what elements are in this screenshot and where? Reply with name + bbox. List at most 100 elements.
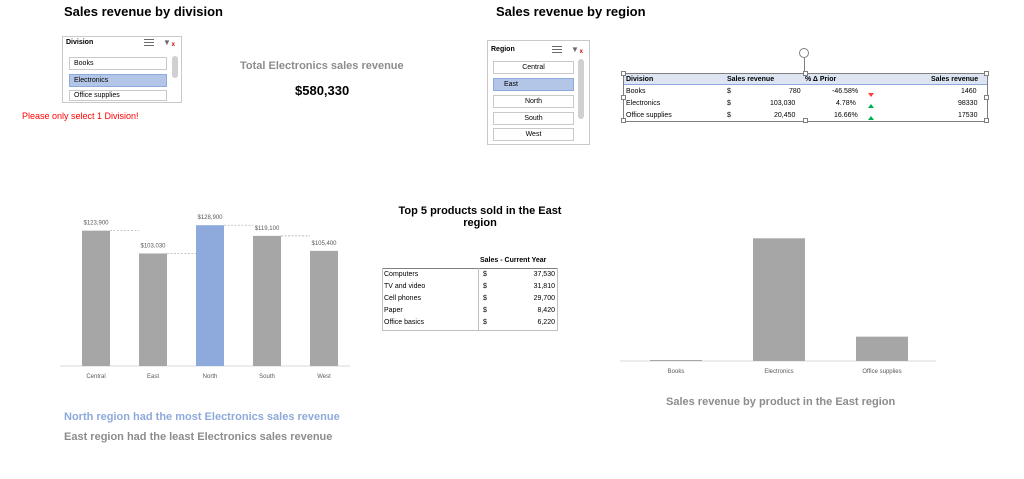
table-cell-division: Electronics xyxy=(626,100,661,107)
table-cell-revenue2: 1460 xyxy=(961,88,977,95)
bar-books xyxy=(650,360,702,361)
kpi-value: $580,330 xyxy=(295,83,350,98)
table-cell-revenue: 103,030 xyxy=(770,100,796,107)
top5-currency: $ xyxy=(483,295,487,302)
table-row: Computers $ 37,530 xyxy=(382,270,558,279)
top5-currency: $ xyxy=(483,283,487,290)
insight-most: North region had the most Electronics sa… xyxy=(64,411,340,423)
bar-south xyxy=(253,235,281,366)
top5-table[interactable]: Sales - Current Year Computers $ 37,530 … xyxy=(382,257,558,331)
table-cell-revenue: 780 xyxy=(789,88,801,95)
category-label: Central xyxy=(86,374,105,380)
table-cell-division: Office supplies xyxy=(626,112,672,119)
multi-select-icon[interactable] xyxy=(144,38,154,47)
resize-handle[interactable] xyxy=(984,118,989,123)
bar-central xyxy=(82,230,110,366)
table-cell-division: Books xyxy=(626,88,646,95)
resize-handle[interactable] xyxy=(621,118,626,123)
data-label: $123,900 xyxy=(83,221,109,227)
division-slicer-header: Division xyxy=(66,39,94,46)
table-row: Office supplies $ 20,450 16.66% 17530 xyxy=(624,110,987,121)
table-cell-currency: $ xyxy=(727,88,731,95)
table-row: TV and video $ 31,810 xyxy=(382,282,558,291)
table-row: Office basics $ 6,220 xyxy=(382,318,558,327)
resize-handle[interactable] xyxy=(984,71,989,76)
division-slicer[interactable]: Division ▼ x Books Electronics Office sup… xyxy=(62,36,182,103)
table-cell-revenue2: 17530 xyxy=(958,112,978,119)
region-division-table[interactable]: Division Sales revenue % Δ Prior Sales r… xyxy=(621,71,989,123)
table-header-division: Division xyxy=(626,76,654,83)
data-label: $105,400 xyxy=(311,241,337,247)
resize-handle[interactable] xyxy=(803,118,808,123)
region-slicer-item-east[interactable]: East xyxy=(493,78,574,91)
category-label: South xyxy=(259,374,275,380)
top5-value: 29,700 xyxy=(533,295,555,302)
divider xyxy=(382,268,383,330)
top5-value: 31,810 xyxy=(533,283,555,290)
category-label: Electronics xyxy=(764,369,793,375)
category-label: North xyxy=(203,374,218,380)
category-label: Office supplies xyxy=(862,369,901,375)
resize-handle[interactable] xyxy=(621,71,626,76)
table-cell-pct: -46.58% xyxy=(832,88,859,95)
region-slicer-item-west[interactable]: West xyxy=(493,128,574,141)
warning-message: Please only select 1 Division! xyxy=(22,111,139,121)
resize-handle[interactable] xyxy=(803,71,808,76)
table-header-pct-prior: % Δ Prior xyxy=(805,76,837,83)
data-label: $119,100 xyxy=(255,226,280,232)
bar-north xyxy=(196,225,224,366)
divider xyxy=(478,268,479,330)
east-chart-caption: Sales revenue by product in the East reg… xyxy=(666,396,896,408)
multi-select-icon[interactable] xyxy=(552,45,562,54)
product-bar-chart: Books Electronics Office supplies xyxy=(620,238,936,375)
top5-title-line1: Top 5 products sold in the East xyxy=(398,205,562,217)
top5-product: Cell phones xyxy=(384,295,421,302)
table-row: Electronics $ 103,030 4.78% 98330 xyxy=(624,98,987,109)
resize-handle[interactable] xyxy=(984,95,989,100)
top5-currency: $ xyxy=(483,319,487,326)
top5-title-line2: region xyxy=(463,217,497,229)
bar-west xyxy=(310,250,338,366)
region-bar-chart: $123,900 Central $103,030 East $128,900 North… xyxy=(60,215,350,380)
division-slicer-item-electronics[interactable]: Electronics xyxy=(69,74,167,87)
trend-down-icon xyxy=(868,90,874,101)
table-header-row: Division Sales revenue % Δ Prior Sales r… xyxy=(624,74,987,85)
top5-value: 8,420 xyxy=(537,307,555,314)
region-slicer-item-south[interactable]: South xyxy=(493,112,574,125)
category-label: Books xyxy=(668,369,685,375)
bar-east xyxy=(139,253,167,366)
clear-filter-icon[interactable]: ▼ x xyxy=(571,45,583,55)
top5-product: Office basics xyxy=(384,319,424,326)
top5-currency: $ xyxy=(483,271,487,278)
region-slicer-scrollbar[interactable] xyxy=(578,59,584,119)
divider xyxy=(382,268,558,269)
division-slicer-item-books[interactable]: Books xyxy=(69,57,167,70)
region-slicer[interactable]: Region ▼ x Central East North South West xyxy=(487,40,590,145)
division-slicer-scrollbar[interactable] xyxy=(172,56,178,78)
divider xyxy=(382,330,558,331)
table-header-sales-revenue-2: Sales revenue xyxy=(931,76,979,83)
top5-currency: $ xyxy=(483,307,487,314)
data-label: $103,030 xyxy=(140,243,166,249)
table-header-sales-revenue: Sales revenue xyxy=(727,76,775,83)
top5-product: Paper xyxy=(384,307,403,314)
table-cell-pct: 16.66% xyxy=(834,112,858,119)
resize-handle[interactable] xyxy=(621,95,626,100)
category-label: West xyxy=(317,374,331,380)
division-section-title: Sales revenue by division xyxy=(64,4,223,19)
division-slicer-item-office-supplies[interactable]: Office supplies xyxy=(69,90,167,101)
table-cell-revenue2: 98330 xyxy=(958,100,978,107)
rotate-handle-icon[interactable] xyxy=(799,48,809,58)
clear-filter-icon[interactable]: ▼ x xyxy=(163,38,175,48)
region-section-title: Sales revenue by region xyxy=(496,4,646,19)
region-slicer-item-central[interactable]: Central xyxy=(493,61,574,74)
table-cell-pct: 4.78% xyxy=(836,100,856,107)
trend-up-icon xyxy=(868,101,874,112)
region-slicer-item-north[interactable]: North xyxy=(493,95,574,108)
bar-electronics xyxy=(753,238,805,361)
divider xyxy=(557,268,558,330)
top5-value: 6,220 xyxy=(537,319,555,326)
kpi-label: Total Electronics sales revenue xyxy=(240,60,404,72)
top5-value: 37,530 xyxy=(533,271,555,278)
category-label: East xyxy=(147,374,159,380)
